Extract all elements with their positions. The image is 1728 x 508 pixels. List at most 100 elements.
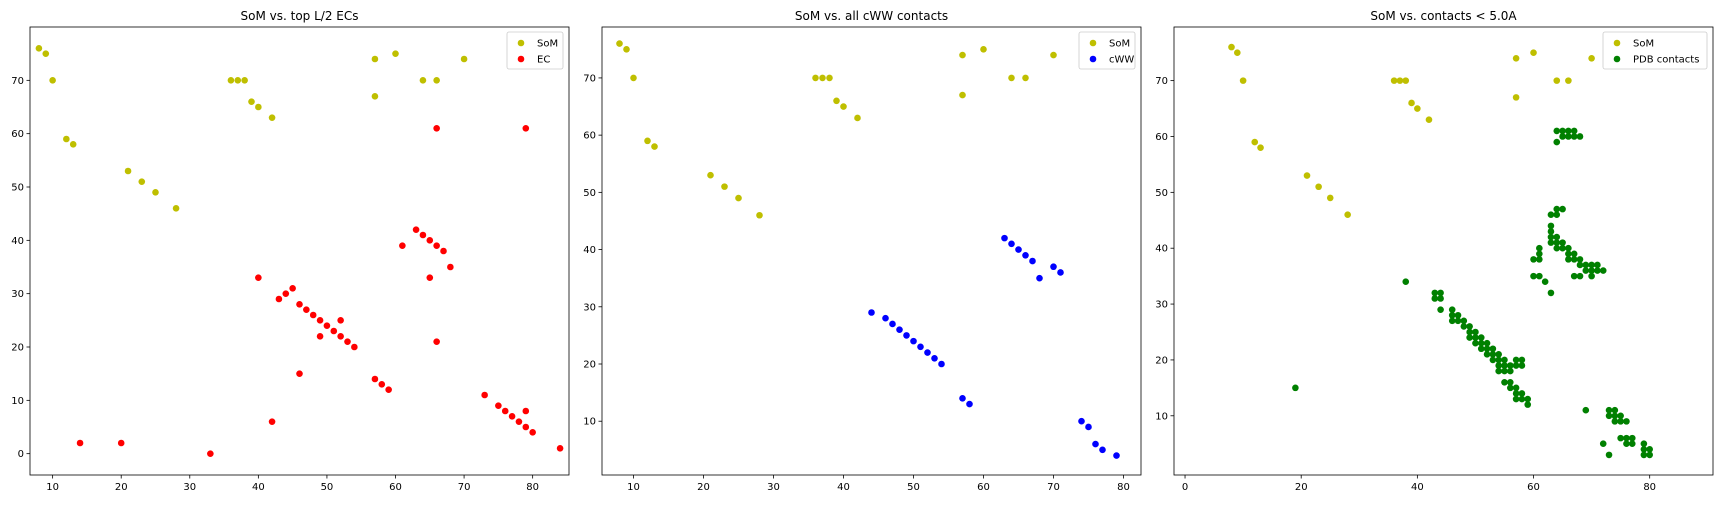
data-point (1547, 222, 1555, 230)
data-point (707, 171, 714, 179)
data-point (833, 97, 840, 105)
data-point (840, 103, 847, 110)
x-tick-label: 70 (458, 482, 471, 493)
data-point (337, 317, 344, 324)
data-point (1518, 395, 1526, 403)
y-tick-label: 30 (583, 302, 596, 313)
data-point (1454, 311, 1462, 319)
data-point (255, 274, 262, 281)
data-point (1408, 99, 1415, 107)
y-tick-label: 30 (1155, 300, 1168, 311)
data-point (63, 135, 70, 143)
data-point (882, 314, 889, 322)
data-point (49, 77, 56, 84)
data-point (903, 332, 910, 339)
data-point (282, 290, 290, 297)
data-point (1594, 267, 1601, 274)
y-tick-label: 0 (18, 449, 24, 460)
data-point (1008, 240, 1015, 248)
data-point (1326, 194, 1334, 202)
x-tick-label: 0 (1182, 482, 1188, 493)
data-point (1547, 228, 1555, 235)
data-point (1477, 345, 1485, 353)
data-point (1022, 251, 1029, 259)
data-point (1553, 211, 1561, 218)
data-point (1483, 345, 1491, 353)
axes-frame (601, 26, 1142, 476)
data-point (385, 386, 392, 393)
data-point (966, 400, 973, 408)
data-point (522, 125, 530, 132)
data-point (323, 322, 331, 329)
data-point (1547, 239, 1555, 246)
data-point (255, 103, 262, 111)
data-point (1448, 317, 1456, 325)
legend-label: cWW (1109, 55, 1134, 66)
data-point (399, 242, 406, 249)
data-point (1489, 345, 1497, 353)
data-point (1588, 261, 1595, 269)
data-point (1489, 351, 1497, 358)
data-point (1640, 451, 1648, 459)
data-point (1512, 54, 1520, 62)
data-point (1553, 77, 1561, 84)
data-point (1315, 183, 1322, 191)
data-point (1029, 257, 1036, 265)
data-point (371, 93, 379, 100)
data-point (1623, 440, 1630, 448)
data-point (419, 231, 427, 239)
data-point (316, 317, 324, 324)
data-point (1570, 250, 1578, 258)
data-point (1617, 412, 1624, 420)
data-point (1448, 306, 1456, 313)
chart-panel-2: SoM vs. all cWW contacts 10 20 30 40 50 60 70 80… (583, 9, 1142, 493)
data-point (1495, 356, 1502, 364)
data-point (1518, 356, 1526, 364)
data-point (460, 55, 468, 63)
data-point (1553, 127, 1561, 135)
data-point (644, 137, 651, 145)
data-point (1506, 367, 1514, 375)
data-point (917, 343, 924, 351)
data-point (854, 114, 861, 122)
data-point (819, 74, 826, 82)
data-point (1547, 211, 1555, 218)
data-point (1536, 256, 1543, 263)
series-cww (868, 234, 1120, 459)
series-pdb-contacts (1292, 127, 1653, 459)
data-point (1078, 417, 1085, 425)
data-point (1495, 367, 1502, 375)
series-som (35, 45, 468, 212)
data-point (117, 439, 125, 447)
data-point (735, 194, 742, 202)
data-point (378, 381, 386, 388)
data-point (1553, 205, 1561, 213)
data-point (1512, 362, 1520, 369)
x-tick-label: 20 (115, 482, 128, 493)
data-point (1001, 234, 1008, 242)
series-som (1228, 43, 1595, 218)
data-point (1605, 451, 1613, 459)
data-point (1506, 378, 1514, 386)
data-point (1466, 323, 1473, 330)
data-point (1414, 105, 1421, 112)
data-point (1588, 272, 1595, 280)
y-tick-label: 70 (1155, 76, 1168, 87)
chart-title: SoM vs. contacts < 5.0A (1370, 9, 1517, 23)
data-point (1617, 434, 1624, 442)
data-point (1512, 390, 1520, 397)
x-tick-label: 80 (1643, 482, 1656, 493)
data-point (1506, 362, 1514, 369)
legend-label: EC (537, 55, 550, 66)
legend-marker (517, 39, 525, 47)
x-tick-label: 10 (46, 482, 59, 493)
data-point (35, 45, 43, 52)
data-point (1512, 384, 1520, 392)
data-point (1611, 418, 1619, 425)
data-point (351, 343, 358, 351)
data-point (959, 51, 966, 59)
data-point (1640, 446, 1648, 453)
data-point (1483, 339, 1491, 347)
data-point (1015, 246, 1022, 253)
data-point (1599, 440, 1607, 448)
